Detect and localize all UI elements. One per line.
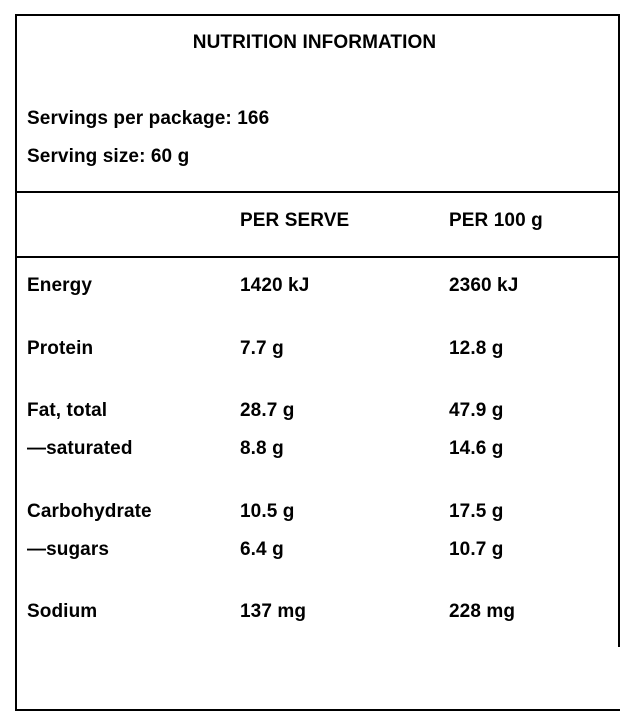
servings-per-package: Servings per package: 166 (27, 108, 270, 129)
row-per-100g: 12.8 g (449, 338, 504, 359)
row-per-100g: 2360 kJ (449, 275, 519, 296)
panel-border-top (15, 14, 620, 16)
row-per-100g: 17.5 g (449, 501, 504, 522)
row-name: Sodium (27, 601, 98, 622)
column-header-per-serve: PER SERVE (240, 210, 350, 231)
row-name: Fat, total (27, 400, 108, 421)
row-per-serve: 6.4 g (240, 539, 284, 560)
column-header-per-100g: PER 100 g (449, 210, 543, 231)
row-name: —saturated (27, 438, 133, 459)
row-per-serve: 10.5 g (240, 501, 295, 522)
serving-size: Serving size: 60 g (27, 146, 190, 167)
header-divider (15, 191, 620, 193)
row-per-serve: 137 mg (240, 601, 307, 622)
row-per-serve: 8.8 g (240, 438, 284, 459)
row-name: Energy (27, 275, 93, 296)
row-per-serve: 7.7 g (240, 338, 284, 359)
row-per-100g: 10.7 g (449, 539, 504, 560)
row-per-serve: 1420 kJ (240, 275, 310, 296)
panel-border-bottom (15, 709, 620, 711)
row-name: Protein (27, 338, 94, 359)
row-per-serve: 28.7 g (240, 400, 295, 421)
row-name: Carbohydrate (27, 501, 152, 522)
panel-border-right (618, 14, 620, 647)
row-per-100g: 47.9 g (449, 400, 504, 421)
row-per-100g: 14.6 g (449, 438, 504, 459)
row-name: —sugars (27, 539, 110, 560)
column-header-divider (15, 256, 620, 258)
panel-title: NUTRITION INFORMATION (192, 32, 437, 53)
panel-border-left (15, 14, 17, 711)
row-per-100g: 228 mg (449, 601, 516, 622)
